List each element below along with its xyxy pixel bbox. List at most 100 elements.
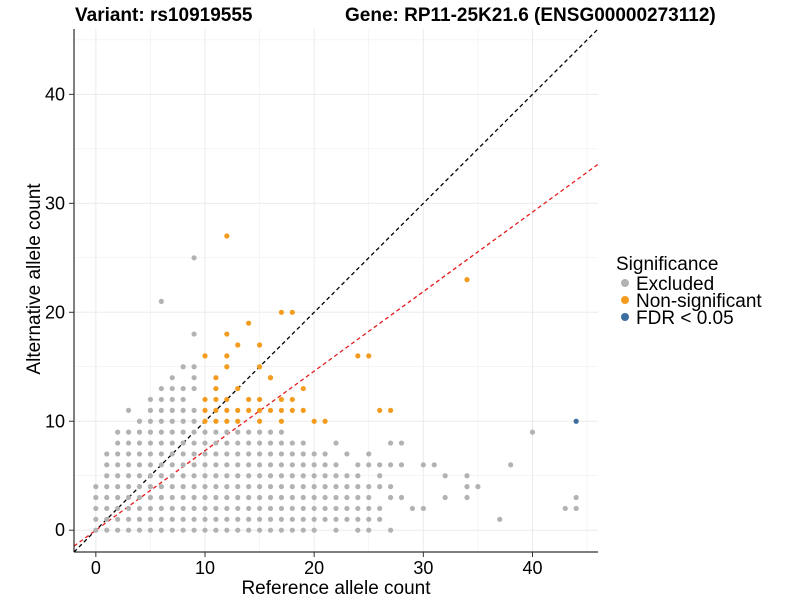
point-0-25 bbox=[125, 440, 132, 446]
point-0-142 bbox=[224, 451, 230, 457]
plot-title: Variant: rs10919555 Gene: RP11-25K21.6 (… bbox=[75, 5, 716, 26]
point-0-226 bbox=[322, 451, 328, 457]
reference-line-0 bbox=[73, 28, 599, 553]
point-0-209 bbox=[300, 440, 306, 446]
y-tick-label-30: 30 bbox=[45, 193, 65, 213]
point-0-229 bbox=[322, 484, 328, 490]
point-0-190 bbox=[278, 429, 285, 435]
point-0-288 bbox=[573, 494, 579, 501]
point-1-46 bbox=[322, 418, 328, 424]
legend-label-0: Excluded bbox=[636, 274, 714, 295]
point-0-63 bbox=[158, 429, 164, 435]
point-0-263 bbox=[377, 484, 383, 490]
point-0-242 bbox=[344, 473, 350, 479]
point-0-231 bbox=[322, 505, 328, 512]
point-1-19 bbox=[300, 385, 306, 392]
point-0-218 bbox=[311, 451, 317, 457]
point-0-115 bbox=[191, 484, 197, 490]
point-1-36 bbox=[300, 407, 306, 413]
point-0-276 bbox=[420, 505, 426, 512]
point-0-188 bbox=[267, 516, 274, 522]
point-0-145 bbox=[224, 484, 230, 490]
point-0-117 bbox=[191, 505, 197, 512]
point-0-230 bbox=[322, 494, 328, 501]
point-0-255 bbox=[366, 462, 372, 468]
x-tick-label-10: 10 bbox=[195, 558, 215, 578]
point-0-136 bbox=[213, 494, 219, 501]
point-0-261 bbox=[377, 462, 383, 468]
point-1-35 bbox=[289, 407, 295, 413]
point-0-154 bbox=[235, 473, 241, 479]
point-0-130 bbox=[213, 429, 219, 435]
point-1-37 bbox=[377, 407, 383, 413]
point-0-195 bbox=[278, 484, 285, 490]
point-1-33 bbox=[267, 407, 274, 413]
point-1-1 bbox=[464, 277, 470, 283]
y-tick-label-10: 10 bbox=[45, 411, 65, 431]
point-0-267 bbox=[387, 462, 394, 468]
point-0-144 bbox=[224, 473, 230, 479]
point-0-192 bbox=[278, 451, 285, 457]
point-0-260 bbox=[366, 527, 372, 533]
point-0-9 bbox=[104, 494, 110, 501]
point-0-7 bbox=[104, 473, 110, 479]
point-0-67 bbox=[158, 473, 164, 479]
legend-title: Significance bbox=[616, 254, 718, 275]
point-0-19 bbox=[115, 494, 121, 501]
point-0-213 bbox=[300, 484, 306, 490]
point-0-75 bbox=[169, 396, 175, 403]
x-axis-title: Reference allele count bbox=[241, 578, 431, 599]
point-0-54 bbox=[147, 494, 154, 501]
point-0-56 bbox=[147, 516, 154, 522]
point-0-53 bbox=[147, 484, 154, 490]
point-0-178 bbox=[256, 516, 263, 522]
point-0-201 bbox=[289, 451, 295, 457]
point-0-277 bbox=[431, 462, 437, 468]
point-0-59 bbox=[158, 385, 164, 392]
point-0-45 bbox=[147, 396, 154, 403]
point-0-139 bbox=[213, 527, 219, 533]
title-gene: Gene: RP11-25K21.6 (ENSG00000273112) bbox=[345, 5, 716, 26]
point-0-183 bbox=[267, 462, 274, 468]
point-1-22 bbox=[246, 396, 252, 403]
point-0-160 bbox=[246, 429, 252, 435]
point-0-105 bbox=[191, 364, 197, 370]
point-0-239 bbox=[333, 516, 339, 522]
point-0-170 bbox=[256, 429, 263, 435]
point-0-23 bbox=[125, 407, 132, 413]
point-0-173 bbox=[256, 462, 263, 468]
axes bbox=[73, 29, 598, 553]
point-0-248 bbox=[355, 473, 361, 479]
point-0-194 bbox=[278, 473, 285, 479]
point-0-203 bbox=[289, 473, 295, 479]
point-0-268 bbox=[387, 484, 394, 490]
point-0-279 bbox=[442, 494, 448, 501]
point-0-146 bbox=[224, 494, 230, 501]
point-0-78 bbox=[169, 429, 175, 435]
y-tick-label-0: 0 bbox=[55, 520, 65, 540]
point-0-88 bbox=[180, 364, 186, 370]
point-0-108 bbox=[191, 407, 197, 413]
point-0-232 bbox=[322, 516, 328, 522]
point-0-161 bbox=[246, 440, 252, 446]
point-0-47 bbox=[147, 418, 154, 424]
point-0-137 bbox=[213, 505, 219, 512]
point-0-87 bbox=[169, 527, 175, 533]
point-0-126 bbox=[202, 494, 208, 501]
point-0-208 bbox=[289, 527, 295, 533]
point-0-237 bbox=[333, 494, 339, 501]
point-0-131 bbox=[213, 440, 219, 446]
point-0-262 bbox=[377, 473, 383, 479]
point-0-265 bbox=[377, 516, 383, 522]
point-0-238 bbox=[333, 505, 339, 512]
point-0-27 bbox=[125, 462, 132, 468]
point-1-6 bbox=[235, 342, 241, 348]
point-0-273 bbox=[398, 494, 405, 501]
point-0-158 bbox=[235, 516, 241, 522]
point-0-176 bbox=[256, 494, 263, 501]
point-0-246 bbox=[344, 516, 350, 522]
point-0-205 bbox=[289, 494, 295, 501]
x-tick-label-20: 20 bbox=[304, 558, 324, 578]
point-0-199 bbox=[278, 527, 285, 533]
point-1-13 bbox=[366, 353, 372, 359]
